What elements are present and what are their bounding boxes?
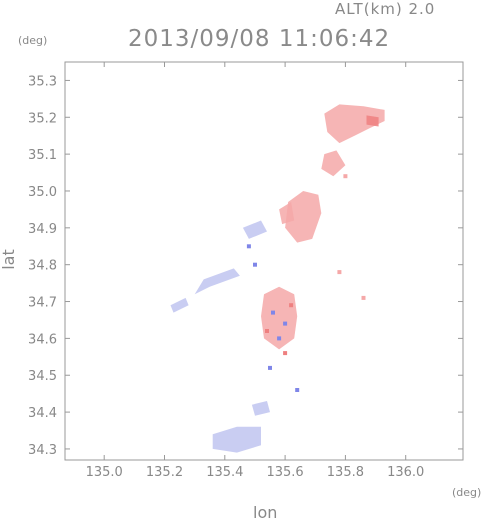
lat-tick-label: 34.4 (28, 406, 57, 421)
lat-tick-label: 34.7 (28, 296, 57, 311)
lon-unit-label: (deg) (452, 486, 482, 499)
lon-tick-label: 135.4 (206, 465, 243, 480)
echo-point (283, 321, 288, 326)
echo-point (277, 336, 282, 341)
lat-tick-label: 34.6 (28, 332, 57, 347)
plot-frame (64, 61, 464, 461)
lon-tick-label: 135.0 (86, 465, 123, 480)
echo-point (268, 365, 272, 370)
echo-region-west-small (170, 297, 189, 313)
lon-tick-label: 135.6 (266, 465, 303, 480)
echo-region-south-upper-blue (251, 401, 270, 416)
echo-point (283, 351, 288, 356)
lat-tick-label: 34.3 (28, 443, 57, 458)
timestamp-title: 2013/09/08 11:06:42 (128, 26, 391, 52)
echo-region-middle-mix (261, 286, 298, 350)
echo-region-north-cell (324, 104, 385, 144)
lat-tick-label: 35.3 (28, 74, 57, 89)
echo-point (289, 303, 294, 308)
echo-point (337, 270, 342, 275)
tick-layer: 135.0 135.2 135.4 135.6 135.8 136.0 35.3 35.2 35… (28, 62, 463, 480)
echo-region-north-cell-core (366, 115, 379, 127)
echo-region-south-blue (212, 426, 261, 453)
altitude-label: ALT(km) 2.0 (335, 0, 436, 18)
lon-tick-label: 136.0 (387, 465, 424, 480)
echo-region-central-cell (285, 191, 322, 243)
lat-tick-label: 35.2 (28, 111, 57, 126)
echo-layer (170, 104, 385, 453)
echo-point (253, 262, 257, 267)
echo-region-upper-blue (242, 220, 267, 239)
lon-tick-label: 135.8 (327, 465, 364, 480)
echo-point (265, 329, 269, 333)
echo-region-west-band (194, 268, 240, 295)
lat-tick-label: 35.1 (28, 148, 57, 163)
echo-point (246, 244, 251, 249)
echo-region-central-neck (279, 202, 295, 225)
x-axis-label: lon (253, 503, 278, 522)
lat-tick-label: 34.9 (28, 222, 57, 237)
lat-tick-label: 35.0 (28, 185, 57, 200)
echo-point (343, 174, 348, 179)
lon-tick-label: 135.2 (146, 465, 183, 480)
lat-unit-label: (deg) (18, 34, 48, 47)
echo-point (361, 295, 366, 300)
echo-point (271, 310, 275, 315)
lat-tick-label: 34.8 (28, 259, 57, 274)
echo-region-north-tail (321, 150, 346, 177)
echo-point (295, 388, 300, 392)
lat-tick-label: 34.5 (28, 369, 57, 384)
